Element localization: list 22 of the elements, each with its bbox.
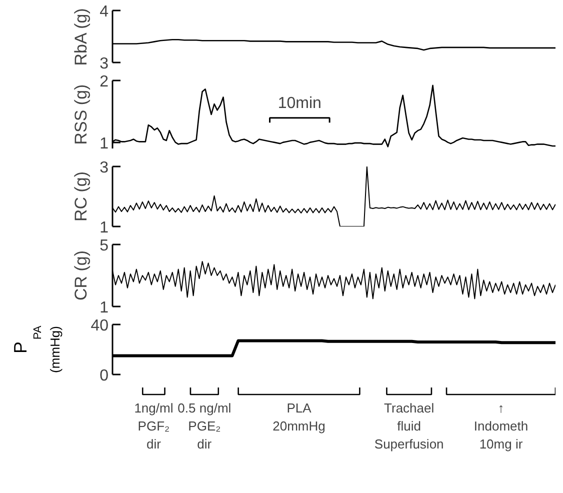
line-series	[112, 166, 556, 226]
y-tick-label: 3	[100, 160, 109, 176]
y-tick-label: 0	[100, 368, 109, 384]
y-tick-label: 40	[90, 318, 109, 334]
text: ↑ Indometh 10mg ir	[474, 400, 528, 452]
y-tick-label: 1	[100, 220, 109, 236]
y-axis-title: RC (g)	[72, 171, 91, 222]
y-tick-label: 5	[100, 238, 109, 254]
y-tick-label: 1	[100, 300, 109, 316]
y-axis-title: PPA (mmHg)	[10, 324, 62, 373]
text: PLA 20mmHg	[272, 400, 326, 434]
text: 0.5 ng/ml PGE₂ dir	[178, 400, 232, 452]
y-axis-title: CR (g)	[72, 250, 91, 301]
y-tick-label: 2	[100, 74, 109, 90]
y-tick-label: 4	[100, 4, 109, 20]
y-tick-label: 3	[100, 56, 109, 72]
y-axis-title: RbA (g)	[72, 8, 91, 66]
y-axis-title: RSS (g)	[72, 84, 91, 145]
text: Trachael fluid Superfusion	[374, 400, 444, 452]
y-tick-label: 1	[100, 135, 109, 152]
text: 1ng/ml PGF₂ dir	[134, 400, 174, 452]
annotation: 10min	[278, 94, 322, 112]
